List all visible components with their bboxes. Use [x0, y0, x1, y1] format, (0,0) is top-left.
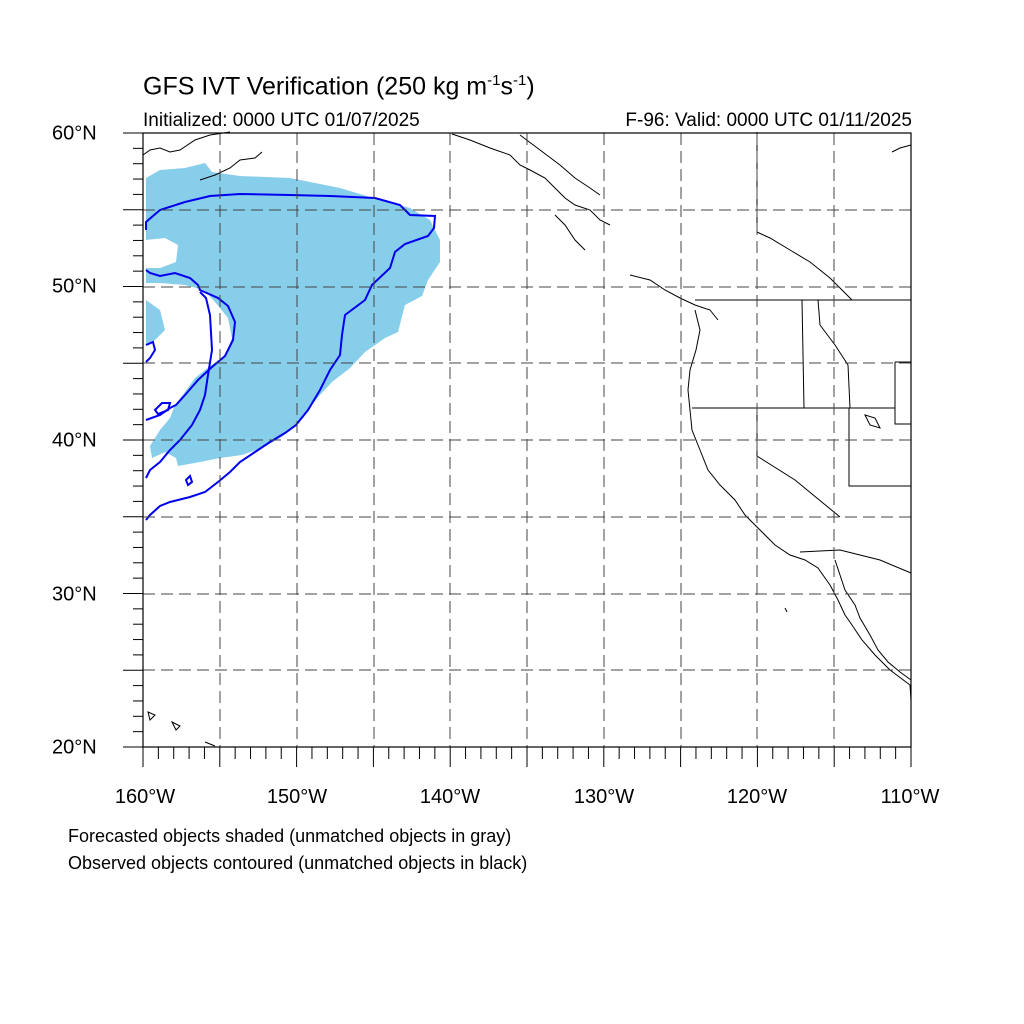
- coastlines: [142, 131, 912, 747]
- lon-label-130w: 130°W: [573, 786, 635, 808]
- axis-ticks: [123, 132, 912, 767]
- chart-title: GFS IVT Verification (250 kg m-1s-1): [143, 72, 535, 101]
- lat-label-60: 60°N: [52, 122, 97, 145]
- forecast-object: [146, 163, 440, 466]
- lon-label-150w: 150°W: [266, 786, 328, 808]
- lon-label-160w: 160°W: [114, 786, 176, 808]
- lat-label-20: 20°N: [52, 736, 97, 759]
- forecast-note: Forecasted objects shaded (unmatched obj…: [68, 826, 512, 846]
- lon-label-110w: 110°W: [880, 786, 940, 808]
- lat-label-40: 40°N: [52, 429, 97, 452]
- valid-label: F-96: Valid: 0000 UTC 01/11/2025: [625, 110, 912, 131]
- grid-lines: [143, 133, 911, 747]
- lat-label-30: 30°N: [52, 583, 97, 606]
- lat-label-50: 50°N: [52, 275, 97, 298]
- lon-label-140w: 140°W: [419, 786, 481, 808]
- lon-label-120w: 120°W: [726, 786, 788, 808]
- initialized-label: Initialized: 0000 UTC 01/07/2025: [143, 110, 420, 131]
- observed-note: Observed objects contoured (unmatched ob…: [68, 853, 528, 873]
